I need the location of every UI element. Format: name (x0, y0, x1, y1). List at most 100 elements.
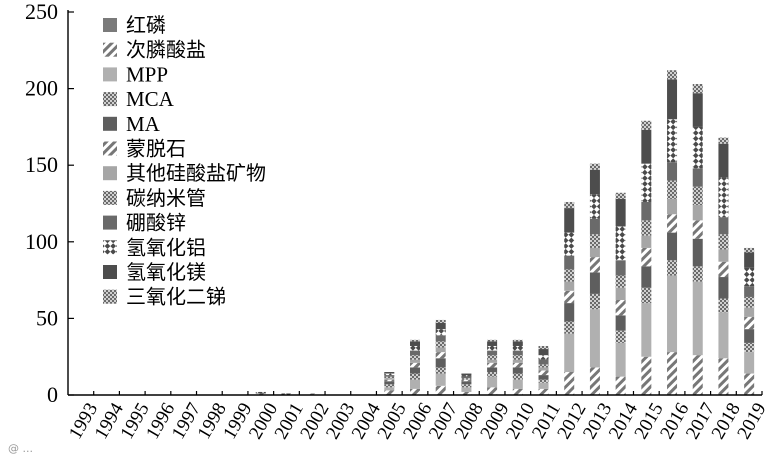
legend: 红磷次膦酸盐MPPMCAMA蒙脱石其他硅酸盐矿物碳纳米管硼酸锌氢氧化铝氢氧化镁三… (103, 13, 266, 309)
bar-segment-2013-s5 (589, 257, 600, 273)
bar-segment-2000-s1 (255, 393, 266, 395)
bar-segment-2010-s1 (512, 388, 523, 395)
legend-label-1: 次膦酸盐 (126, 38, 206, 62)
bar-segment-2011-s2 (538, 382, 549, 389)
watermark-text: @ ... (8, 442, 33, 455)
bar-segment-2014-s8 (615, 260, 626, 276)
bar-segment-2015-s11 (641, 120, 652, 130)
bar-segment-2012-s2 (564, 333, 575, 373)
bar-segment-2012-s6 (564, 281, 575, 291)
bar-segment-2014-s4 (615, 315, 626, 331)
bar-segment-2016-s5 (667, 214, 678, 233)
bar-segment-2008-s10 (461, 373, 472, 376)
bar-segment-2017-s11 (692, 84, 703, 94)
bar-segment-2014-s9 (615, 226, 626, 261)
bar-segment-2016-s7 (667, 180, 678, 199)
y-tick-label-250: 250 (25, 0, 58, 24)
bar-segment-2009-s6 (487, 359, 498, 363)
bar-segment-2005-s10 (384, 372, 395, 374)
legend-label-3: MCA (126, 87, 175, 111)
bar-segment-2014-s11 (615, 192, 626, 199)
legend-swatch-7 (103, 190, 117, 205)
bar-segment-2006-s1 (410, 388, 420, 395)
bar-segment-2007-s10 (435, 323, 446, 330)
legend-swatch-4 (103, 116, 117, 131)
bar-segment-2018-s9 (718, 177, 729, 218)
legend-swatch-1 (103, 42, 117, 57)
bar-segment-2006-s7 (410, 355, 420, 360)
bar-segment-2009-s8 (487, 350, 498, 356)
bar-segment-2010-s9 (512, 345, 523, 351)
bar-segment-2019-s1 (744, 373, 755, 395)
bar-segment-2014-s1 (615, 376, 626, 395)
bar-segment-2016-s2 (667, 275, 678, 353)
bar-segment-2008-s3 (461, 384, 472, 388)
bar-segment-2010-s5 (512, 362, 523, 368)
legend-swatch-6 (103, 166, 117, 181)
legend-label-10: 氢氧化镁 (126, 260, 206, 284)
bar-segment-2007-s6 (435, 347, 446, 353)
bar-segment-2013-s1 (589, 367, 600, 395)
bar-segment-2016-s6 (667, 198, 678, 215)
bar-segment-2019-s10 (744, 252, 755, 268)
bar-segment-2007-s4 (435, 358, 446, 368)
legend-swatch-11 (103, 289, 117, 304)
bar-segment-2016-s9 (667, 119, 678, 163)
bar-segment-2012-s8 (564, 255, 575, 270)
bar-segment-2017-s8 (692, 168, 703, 187)
bar-segment-2005-s3 (384, 384, 395, 388)
bar-segment-2015-s8 (641, 201, 652, 221)
bar-segment-2008-s1 (461, 391, 472, 395)
bar-segment-2007-s3 (435, 367, 446, 374)
bar-segment-2019-s4 (744, 329, 755, 343)
bar-segment-2009-s5 (487, 362, 498, 368)
bar-segment-2016-s11 (667, 70, 678, 80)
bar-segment-2017-s1 (692, 355, 703, 395)
bar-segment-2019-s9 (744, 267, 755, 287)
bars-layer (255, 70, 755, 395)
bar-segment-2010-s6 (512, 359, 523, 363)
bar-segment-2012-s10 (564, 208, 575, 233)
bar-segment-2014-s10 (615, 198, 626, 227)
bar-segment-2011-s3 (538, 379, 549, 383)
bar-segment-2016-s1 (667, 352, 678, 395)
bar-segment-2017-s9 (692, 126, 703, 169)
bar-segment-2012-s9 (564, 232, 575, 256)
legend-swatch-10 (103, 265, 117, 279)
bar-segment-2017-s7 (692, 186, 703, 206)
bar-segment-2015-s10 (641, 129, 652, 164)
legend-label-9: 氢氧化铝 (126, 235, 206, 259)
bar-segment-2007-s7 (435, 341, 446, 348)
bar-segment-2019-s7 (744, 296, 755, 308)
bar-segment-2011-s8 (538, 359, 549, 365)
bar-segment-2019-s3 (744, 342, 755, 353)
bar-segment-2008-s7 (461, 378, 472, 380)
bar-segment-2012-s4 (564, 303, 575, 322)
bar-segment-2006-s4 (410, 367, 420, 374)
bar-segment-2016-s8 (667, 162, 678, 181)
bar-segment-2015-s3 (641, 287, 652, 304)
bar-segment-2007-s2 (435, 373, 446, 386)
bar-segment-2010-s8 (512, 350, 523, 356)
bar-segment-2009-s11 (487, 339, 498, 342)
legend-label-6: 其他硅酸盐矿物 (126, 161, 266, 185)
bar-segment-2009-s4 (487, 367, 498, 373)
bar-segment-2017-s5 (692, 220, 703, 239)
bar-segment-2001-s9 (281, 393, 292, 395)
bar-segment-2008-s4 (461, 381, 472, 385)
bar-segment-2007-s5 (435, 352, 446, 359)
bar-segment-2005-s2 (384, 387, 395, 391)
bar-segment-2015-s7 (641, 220, 652, 236)
legend-label-11: 三氧化二锑 (126, 285, 226, 309)
bar-segment-2009-s1 (487, 387, 498, 395)
x-tick-label-2019: 2019 (733, 399, 770, 442)
bar-segment-2018-s10 (718, 143, 729, 178)
bar-segment-2013-s9 (589, 194, 600, 219)
bar-segment-2014-s5 (615, 300, 626, 316)
bar-segment-2014-s2 (615, 342, 626, 377)
bar-segment-2000-s9 (255, 391, 266, 394)
bar-segment-2005-s1 (384, 390, 395, 395)
bar-segment-2016-s10 (667, 79, 678, 120)
bar-segment-2010-s3 (512, 373, 523, 380)
bar-segment-2012-s1 (564, 372, 575, 395)
